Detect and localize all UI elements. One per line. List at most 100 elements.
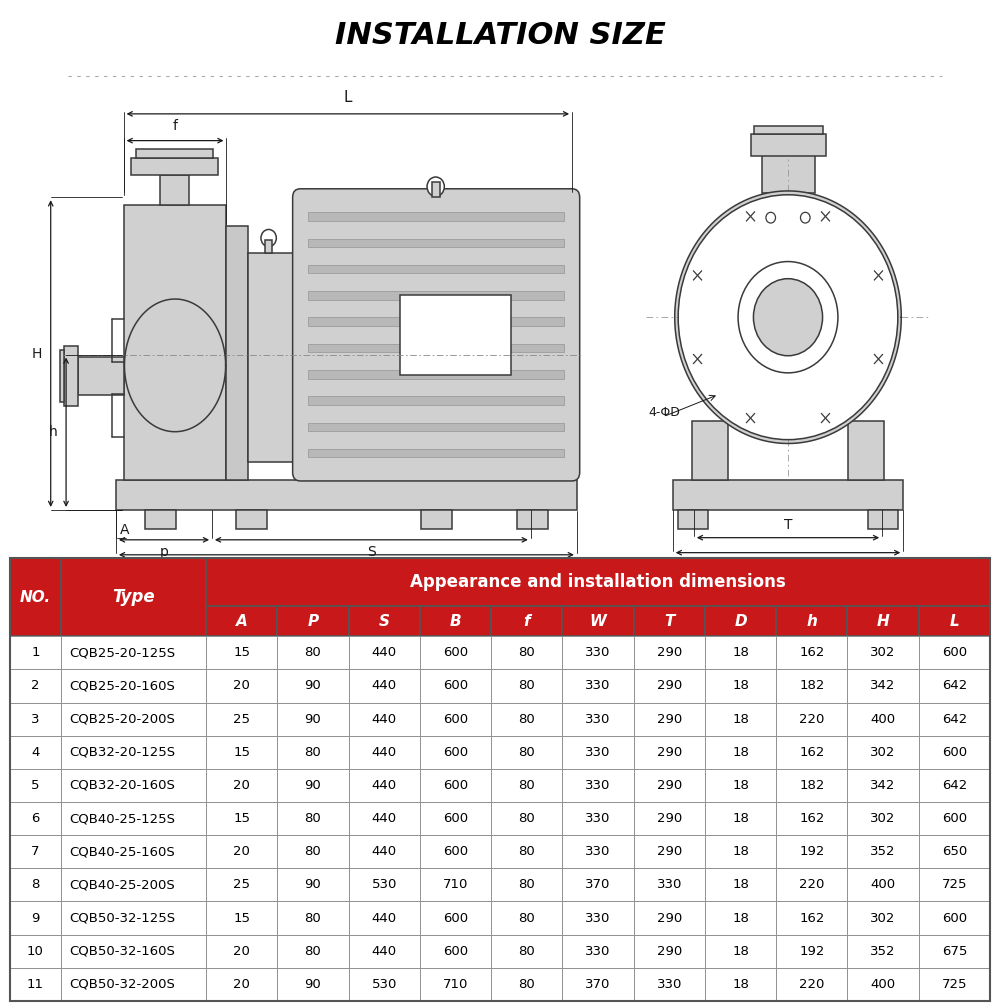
Text: 18: 18	[732, 945, 749, 958]
Text: 370: 370	[585, 978, 611, 991]
Text: 18: 18	[732, 878, 749, 891]
Text: 330: 330	[657, 878, 682, 891]
Bar	[60, 350, 64, 401]
Bar	[124, 205, 226, 480]
Bar	[206, 935, 277, 968]
Text: 330: 330	[585, 646, 611, 659]
Bar	[562, 636, 634, 669]
Bar	[847, 669, 919, 702]
Bar	[634, 636, 705, 669]
Text: CQB32-20-125S: CQB32-20-125S	[69, 745, 175, 759]
Text: 675: 675	[942, 945, 967, 958]
Circle shape	[800, 212, 810, 223]
Text: 90: 90	[305, 779, 321, 792]
Bar	[308, 423, 564, 432]
Text: 18: 18	[732, 679, 749, 692]
Bar	[160, 175, 189, 205]
Bar	[277, 769, 349, 802]
Text: 440: 440	[372, 845, 397, 858]
Circle shape	[261, 229, 276, 246]
Bar	[562, 835, 634, 868]
Polygon shape	[675, 191, 901, 444]
Text: 15: 15	[233, 646, 250, 659]
Text: 18: 18	[732, 712, 749, 725]
Text: 20: 20	[233, 945, 250, 958]
Bar	[420, 607, 491, 636]
Bar	[562, 802, 634, 835]
Bar	[277, 901, 349, 935]
Bar	[776, 935, 847, 968]
Bar	[705, 669, 776, 702]
Text: H: H	[877, 614, 889, 629]
Text: 90: 90	[305, 712, 321, 725]
Bar	[206, 901, 277, 935]
Text: 600: 600	[443, 646, 468, 659]
Bar	[634, 607, 705, 636]
Bar	[349, 702, 420, 735]
Bar	[206, 835, 277, 868]
Bar	[517, 510, 548, 529]
Text: 330: 330	[585, 845, 611, 858]
Bar	[776, 636, 847, 669]
Text: 330: 330	[657, 978, 682, 991]
Bar	[10, 636, 61, 669]
Bar	[705, 968, 776, 1001]
Text: 15: 15	[233, 745, 250, 759]
Text: W: W	[781, 558, 795, 572]
Bar	[421, 510, 452, 529]
Bar	[10, 968, 61, 1001]
Text: 25: 25	[233, 712, 250, 725]
Text: 20: 20	[233, 978, 250, 991]
Text: 80: 80	[305, 745, 321, 759]
Bar	[634, 702, 705, 735]
Text: 18: 18	[732, 646, 749, 659]
Text: 440: 440	[372, 779, 397, 792]
Text: B: B	[342, 560, 351, 574]
Text: 90: 90	[305, 679, 321, 692]
Bar	[349, 636, 420, 669]
Bar	[432, 182, 440, 197]
Text: 4: 4	[31, 745, 40, 759]
Circle shape	[753, 279, 823, 356]
Bar	[705, 868, 776, 901]
Bar	[491, 935, 562, 968]
Bar	[847, 935, 919, 968]
Bar	[705, 835, 776, 868]
Bar	[10, 835, 61, 868]
Bar	[420, 835, 491, 868]
Bar	[919, 901, 990, 935]
Text: 642: 642	[942, 779, 967, 792]
Bar	[776, 669, 847, 702]
Text: f: f	[173, 119, 178, 133]
Text: 20: 20	[233, 779, 250, 792]
Text: 80: 80	[518, 845, 535, 858]
Text: 600: 600	[443, 745, 468, 759]
Text: 440: 440	[372, 945, 397, 958]
Text: INSTALLATION SIZE: INSTALLATION SIZE	[335, 21, 665, 49]
Text: S: S	[379, 614, 390, 629]
Text: 182: 182	[799, 779, 825, 792]
Bar	[61, 935, 206, 968]
Bar	[420, 636, 491, 669]
Bar	[919, 636, 990, 669]
Bar	[919, 607, 990, 636]
Bar	[634, 868, 705, 901]
Bar	[349, 968, 420, 1001]
Bar	[61, 702, 206, 735]
Bar	[308, 291, 564, 300]
Bar	[847, 769, 919, 802]
Bar	[705, 735, 776, 769]
Bar	[705, 802, 776, 835]
Text: 342: 342	[870, 679, 896, 692]
Text: 370: 370	[585, 878, 611, 891]
Text: 330: 330	[585, 911, 611, 925]
Text: CQB25-20-160S: CQB25-20-160S	[69, 679, 175, 692]
Bar	[420, 935, 491, 968]
Text: 290: 290	[657, 779, 682, 792]
Bar	[420, 735, 491, 769]
Bar	[705, 702, 776, 735]
Text: 600: 600	[942, 745, 967, 759]
Bar	[236, 510, 267, 529]
Bar	[919, 968, 990, 1001]
Text: p: p	[160, 545, 168, 559]
